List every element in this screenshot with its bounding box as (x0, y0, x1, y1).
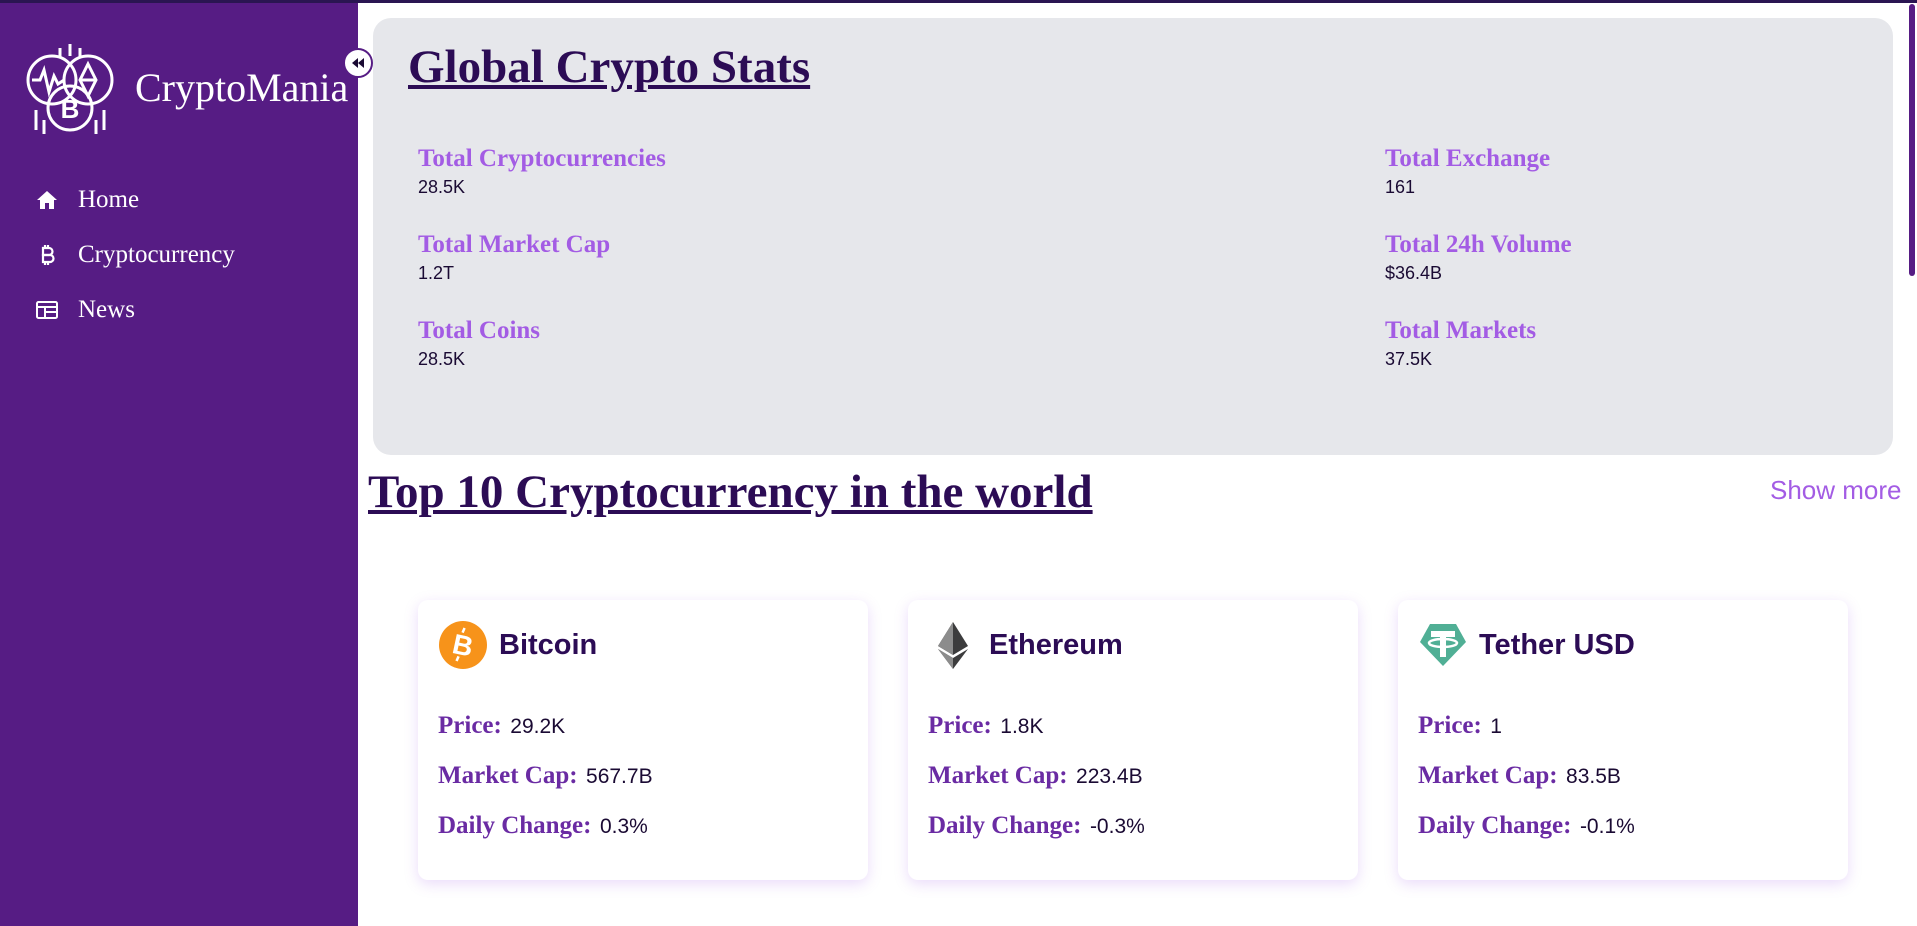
nav-item-home[interactable]: Home (34, 172, 235, 227)
nav-item-label: Home (78, 185, 140, 213)
card-header: B Bitcoin (438, 620, 597, 670)
stat-label: Total Market Cap (418, 231, 611, 258)
price-value: 1 (1490, 715, 1502, 738)
daily-change-row: Daily Change: 0.3% (438, 812, 648, 840)
coin-name: Ethereum (989, 628, 1123, 661)
cryptomania-logo-icon[interactable]: B (22, 40, 118, 136)
stat-label: Total Markets (1385, 317, 1537, 344)
stat-total-exchange: Total Exchange 161 (1385, 145, 1550, 198)
sidebar: B CryptoMania Home (0, 0, 358, 926)
market-cap-row: Market Cap: 223.4B (928, 762, 1143, 790)
bitcoin-coin-icon: B (438, 620, 488, 670)
price-row: Price: 29.2K (438, 712, 565, 740)
card-header: Ethereum (928, 620, 1123, 670)
rewind-icon (352, 58, 364, 68)
nav-item-label: Cryptocurrency (78, 240, 235, 268)
stat-value: $36.4B (1385, 263, 1443, 283)
coin-card-ethereum[interactable]: Ethereum Price: 1.8K Market Cap: 223.4B … (908, 600, 1358, 880)
market-cap-row: Market Cap: 567.7B (438, 762, 653, 790)
daily-change-value: 0.3% (599, 815, 648, 838)
stat-label: Total 24h Volume (1385, 231, 1572, 258)
coin-card-tether-usd[interactable]: Tether USD Price: 1 Market Cap: 83.5B Da… (1398, 600, 1848, 880)
global-stats-title: Global Crypto Stats (408, 41, 811, 93)
top10-title: Top 10 Cryptocurrency in the world (368, 466, 1093, 518)
stat-label: Total Coins (418, 317, 541, 344)
market-cap-label: Market Cap: (1418, 762, 1558, 789)
market-cap-value: 567.7B (586, 765, 653, 788)
stat-value: 161 (1385, 177, 1416, 197)
coin-name: Bitcoin (499, 628, 598, 661)
svg-text:B: B (61, 94, 80, 124)
nav-item-cryptocurrency[interactable]: Cryptocurrency (34, 227, 235, 282)
price-row: Price: 1 (1418, 712, 1502, 740)
stat-value: 37.5K (1385, 349, 1433, 369)
page-scrollbar[interactable] (1909, 4, 1915, 276)
market-cap-label: Market Cap: (438, 762, 578, 789)
market-cap-row: Market Cap: 83.5B (1418, 762, 1621, 790)
daily-change-label: Daily Change: (928, 812, 1082, 839)
daily-change-value: -0.3% (1089, 815, 1145, 838)
stat-total-coins: Total Coins 28.5K (418, 317, 540, 370)
stat-value: 28.5K (418, 349, 466, 369)
daily-change-label: Daily Change: (438, 812, 592, 839)
price-value: 29.2K (510, 715, 566, 738)
brand-name[interactable]: CryptoMania (135, 65, 349, 110)
nav-item-news[interactable]: News (34, 282, 235, 337)
market-cap-label: Market Cap: (928, 762, 1068, 789)
bitcoin-icon (34, 242, 60, 268)
daily-change-label: Daily Change: (1418, 812, 1572, 839)
stat-total-markets: Total Markets 37.5K (1385, 317, 1536, 370)
news-icon (34, 297, 60, 323)
price-row: Price: 1.8K (928, 712, 1044, 740)
stat-value: 1.2T (418, 263, 455, 283)
daily-change-row: Daily Change: -0.3% (928, 812, 1145, 840)
stat-label: Total Cryptocurrencies (418, 145, 666, 172)
home-icon (34, 187, 60, 213)
stat-total-cryptocurrencies: Total Cryptocurrencies 28.5K (418, 145, 666, 198)
daily-change-row: Daily Change: -0.1% (1418, 812, 1635, 840)
stat-label: Total Exchange (1385, 145, 1551, 172)
market-cap-value: 83.5B (1566, 765, 1621, 788)
stat-total-market-cap: Total Market Cap 1.2T (418, 231, 610, 284)
card-header: Tether USD (1418, 620, 1635, 670)
price-label: Price: (438, 712, 502, 739)
ethereum-coin-icon (928, 620, 978, 670)
nav-item-label: News (78, 295, 135, 323)
price-label: Price: (1418, 712, 1482, 739)
coin-card-bitcoin[interactable]: B Bitcoin Price: 29.2K Market Cap: 567.7… (418, 600, 868, 880)
global-stats-panel (373, 18, 1893, 455)
price-label: Price: (928, 712, 992, 739)
price-value: 1.8K (1000, 715, 1044, 738)
tether-coin-icon (1418, 620, 1468, 670)
sidebar-nav: Home Cryptocurrency (34, 172, 235, 337)
stat-value: 28.5K (418, 177, 466, 197)
top-border (0, 0, 1917, 3)
coin-name: Tether USD (1479, 628, 1635, 661)
daily-change-value: -0.1% (1579, 815, 1635, 838)
show-more-link[interactable]: Show more (1770, 475, 1902, 505)
collapse-sidebar-button[interactable] (343, 48, 373, 78)
market-cap-value: 223.4B (1076, 765, 1143, 788)
stat-total-24h-volume: Total 24h Volume $36.4B (1385, 231, 1572, 284)
